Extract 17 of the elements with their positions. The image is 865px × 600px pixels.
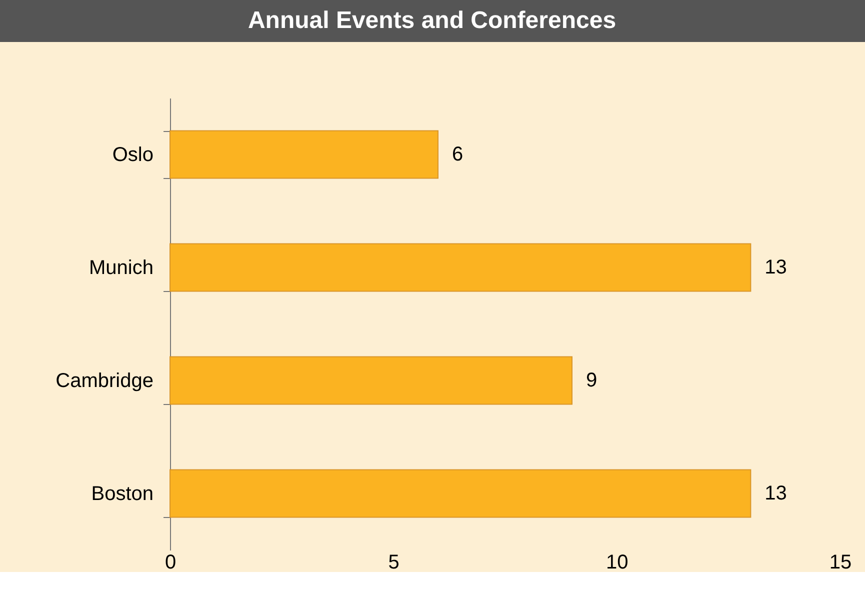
chart-title: Annual Events and Conferences (248, 7, 616, 34)
bar (170, 356, 572, 405)
y-tick-label: Cambridge (56, 370, 154, 392)
y-tick-label: Boston (91, 483, 154, 505)
x-tick-label: 10 (606, 552, 628, 574)
data-label: 9 (586, 370, 598, 392)
x-tick-label: 0 (164, 552, 176, 574)
y-tick-label: Oslo (112, 144, 154, 166)
y-tick-label: Munich (89, 257, 154, 279)
bar (170, 469, 752, 518)
bar (170, 130, 438, 179)
data-label: 6 (452, 144, 464, 166)
data-label: 13 (764, 482, 787, 504)
bar (170, 243, 752, 292)
data-label: 13 (764, 256, 787, 278)
x-tick-label: 5 (388, 552, 400, 574)
x-tick-label: 15 (829, 552, 852, 574)
